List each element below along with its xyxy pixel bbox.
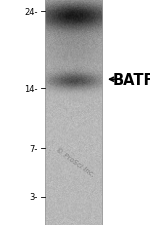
Text: 7-: 7-	[29, 144, 38, 153]
Text: © ProSci Inc.: © ProSci Inc.	[54, 146, 96, 178]
Text: BATF: BATF	[112, 72, 150, 87]
Text: 3-: 3-	[29, 192, 38, 201]
Bar	[45, 0, 102, 225]
Text: 24-: 24-	[24, 8, 38, 17]
Text: 14-: 14-	[24, 84, 38, 93]
